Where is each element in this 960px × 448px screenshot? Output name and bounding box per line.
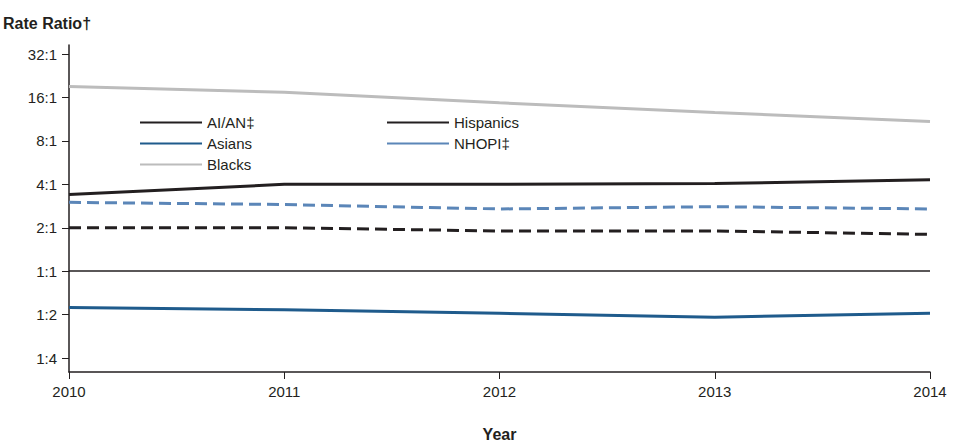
svg-text:2013: 2013 [698,383,731,400]
svg-text:2:1: 2:1 [36,219,57,236]
svg-text:32:1: 32:1 [28,46,57,63]
svg-text:Hispanics: Hispanics [454,114,519,131]
svg-text:8:1: 8:1 [36,132,57,149]
svg-text:2011: 2011 [268,383,300,400]
svg-text:Rate Ratio†: Rate Ratio† [3,15,91,32]
svg-text:2010: 2010 [52,383,85,400]
svg-text:Year: Year [483,426,517,443]
svg-text:NHOPI‡: NHOPI‡ [454,135,510,152]
svg-text:Blacks: Blacks [207,156,251,173]
svg-text:2012: 2012 [483,383,516,400]
svg-text:AI/AN‡: AI/AN‡ [207,114,255,131]
svg-text:1:4: 1:4 [36,350,57,367]
svg-text:16:1: 16:1 [28,89,57,106]
svg-text:Asians: Asians [207,135,252,152]
svg-text:1:1: 1:1 [36,263,57,280]
svg-text:4:1: 4:1 [36,176,57,193]
svg-text:1:2: 1:2 [36,306,57,323]
svg-text:2014: 2014 [913,383,946,400]
